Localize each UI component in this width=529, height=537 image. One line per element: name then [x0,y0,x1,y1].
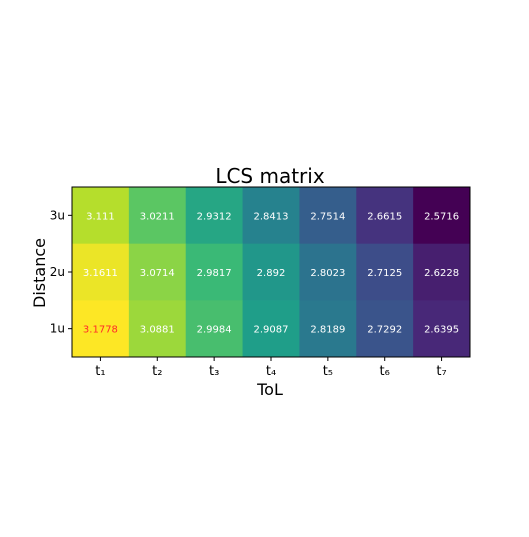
heatmap-cell [356,243,414,301]
cell-value-labels: 3.111 3.0211 2.9312 2.8413 2.7514 2.6615 2.571… [83,211,459,335]
cell-value-label: 2.7292 [367,325,402,336]
heatmap-cell [413,187,471,245]
cell-value-label: 2.7514 [310,211,345,222]
y-tick-label: 1u [50,322,65,336]
x-tick-label: t₃ [209,364,219,379]
heatmap-cell [356,187,414,245]
cell-value-label: 2.8189 [310,325,345,336]
heatmap-cell [185,300,244,358]
cell-value-label: 3.1611 [83,268,118,279]
y-axis-ticks: 3u 2u 1u [50,208,72,336]
heatmap-cell [413,300,471,358]
cell-value-label: 2.6228 [424,268,459,279]
heatmap-cell [185,187,244,245]
heatmap-cell [299,300,357,358]
y-tick-label: 2u [50,265,65,279]
heatmap-cell [299,187,357,245]
heatmap-cell [185,243,244,301]
cell-value-label: 3.0211 [140,211,175,222]
cell-value-label: 3.111 [86,211,115,222]
cell-value-label: 2.9312 [197,211,232,222]
cell-value-label: 2.6615 [367,211,402,222]
x-axis-label: ToL [256,380,283,399]
heatmap-cell [128,187,187,245]
x-tick-label: t₄ [266,364,276,379]
cell-value-label: 2.6395 [424,325,459,336]
heatmap-cell [72,300,130,358]
cell-value-label: 3.0714 [140,268,175,279]
heatmap-cell [242,187,300,245]
cell-value-label: 2.7125 [367,268,402,279]
x-tick-label: t₆ [380,364,390,379]
heatmap-cell [72,243,130,301]
cell-value-label: 3.1778 [83,325,118,336]
cell-value-label: 2.9817 [197,268,232,279]
cell-value-label: 3.0881 [140,325,175,336]
cell-value-label: 2.8023 [310,268,345,279]
heatmap-cell [242,300,300,358]
cell-value-label: 2.892 [257,268,286,279]
heatmap-cell [242,243,300,301]
heatmap-cells [72,187,471,358]
x-tick-label: t₁ [95,364,105,379]
heatmap-cell [299,243,357,301]
cell-value-label: 2.5716 [424,211,459,222]
y-tick-label: 3u [50,208,65,222]
cell-value-label: 2.8413 [254,211,289,222]
heatmap-cell [413,243,471,301]
cell-value-label: 2.9984 [197,325,232,336]
heatmap-cell [128,243,187,301]
heatmap-cell [72,187,130,245]
heatmap-cell [356,300,414,358]
y-axis-label: Distance [30,238,49,308]
x-tick-label: t₇ [436,364,446,379]
x-axis-ticks: t₁ t₂ t₃ t₄ t₅ t₆ t₇ [95,357,447,379]
x-tick-label: t₂ [152,364,162,379]
x-tick-label: t₅ [323,364,333,379]
chart-title: LCS matrix [215,164,325,188]
heatmap-cell [128,300,187,358]
cell-value-label: 2.9087 [254,325,289,336]
